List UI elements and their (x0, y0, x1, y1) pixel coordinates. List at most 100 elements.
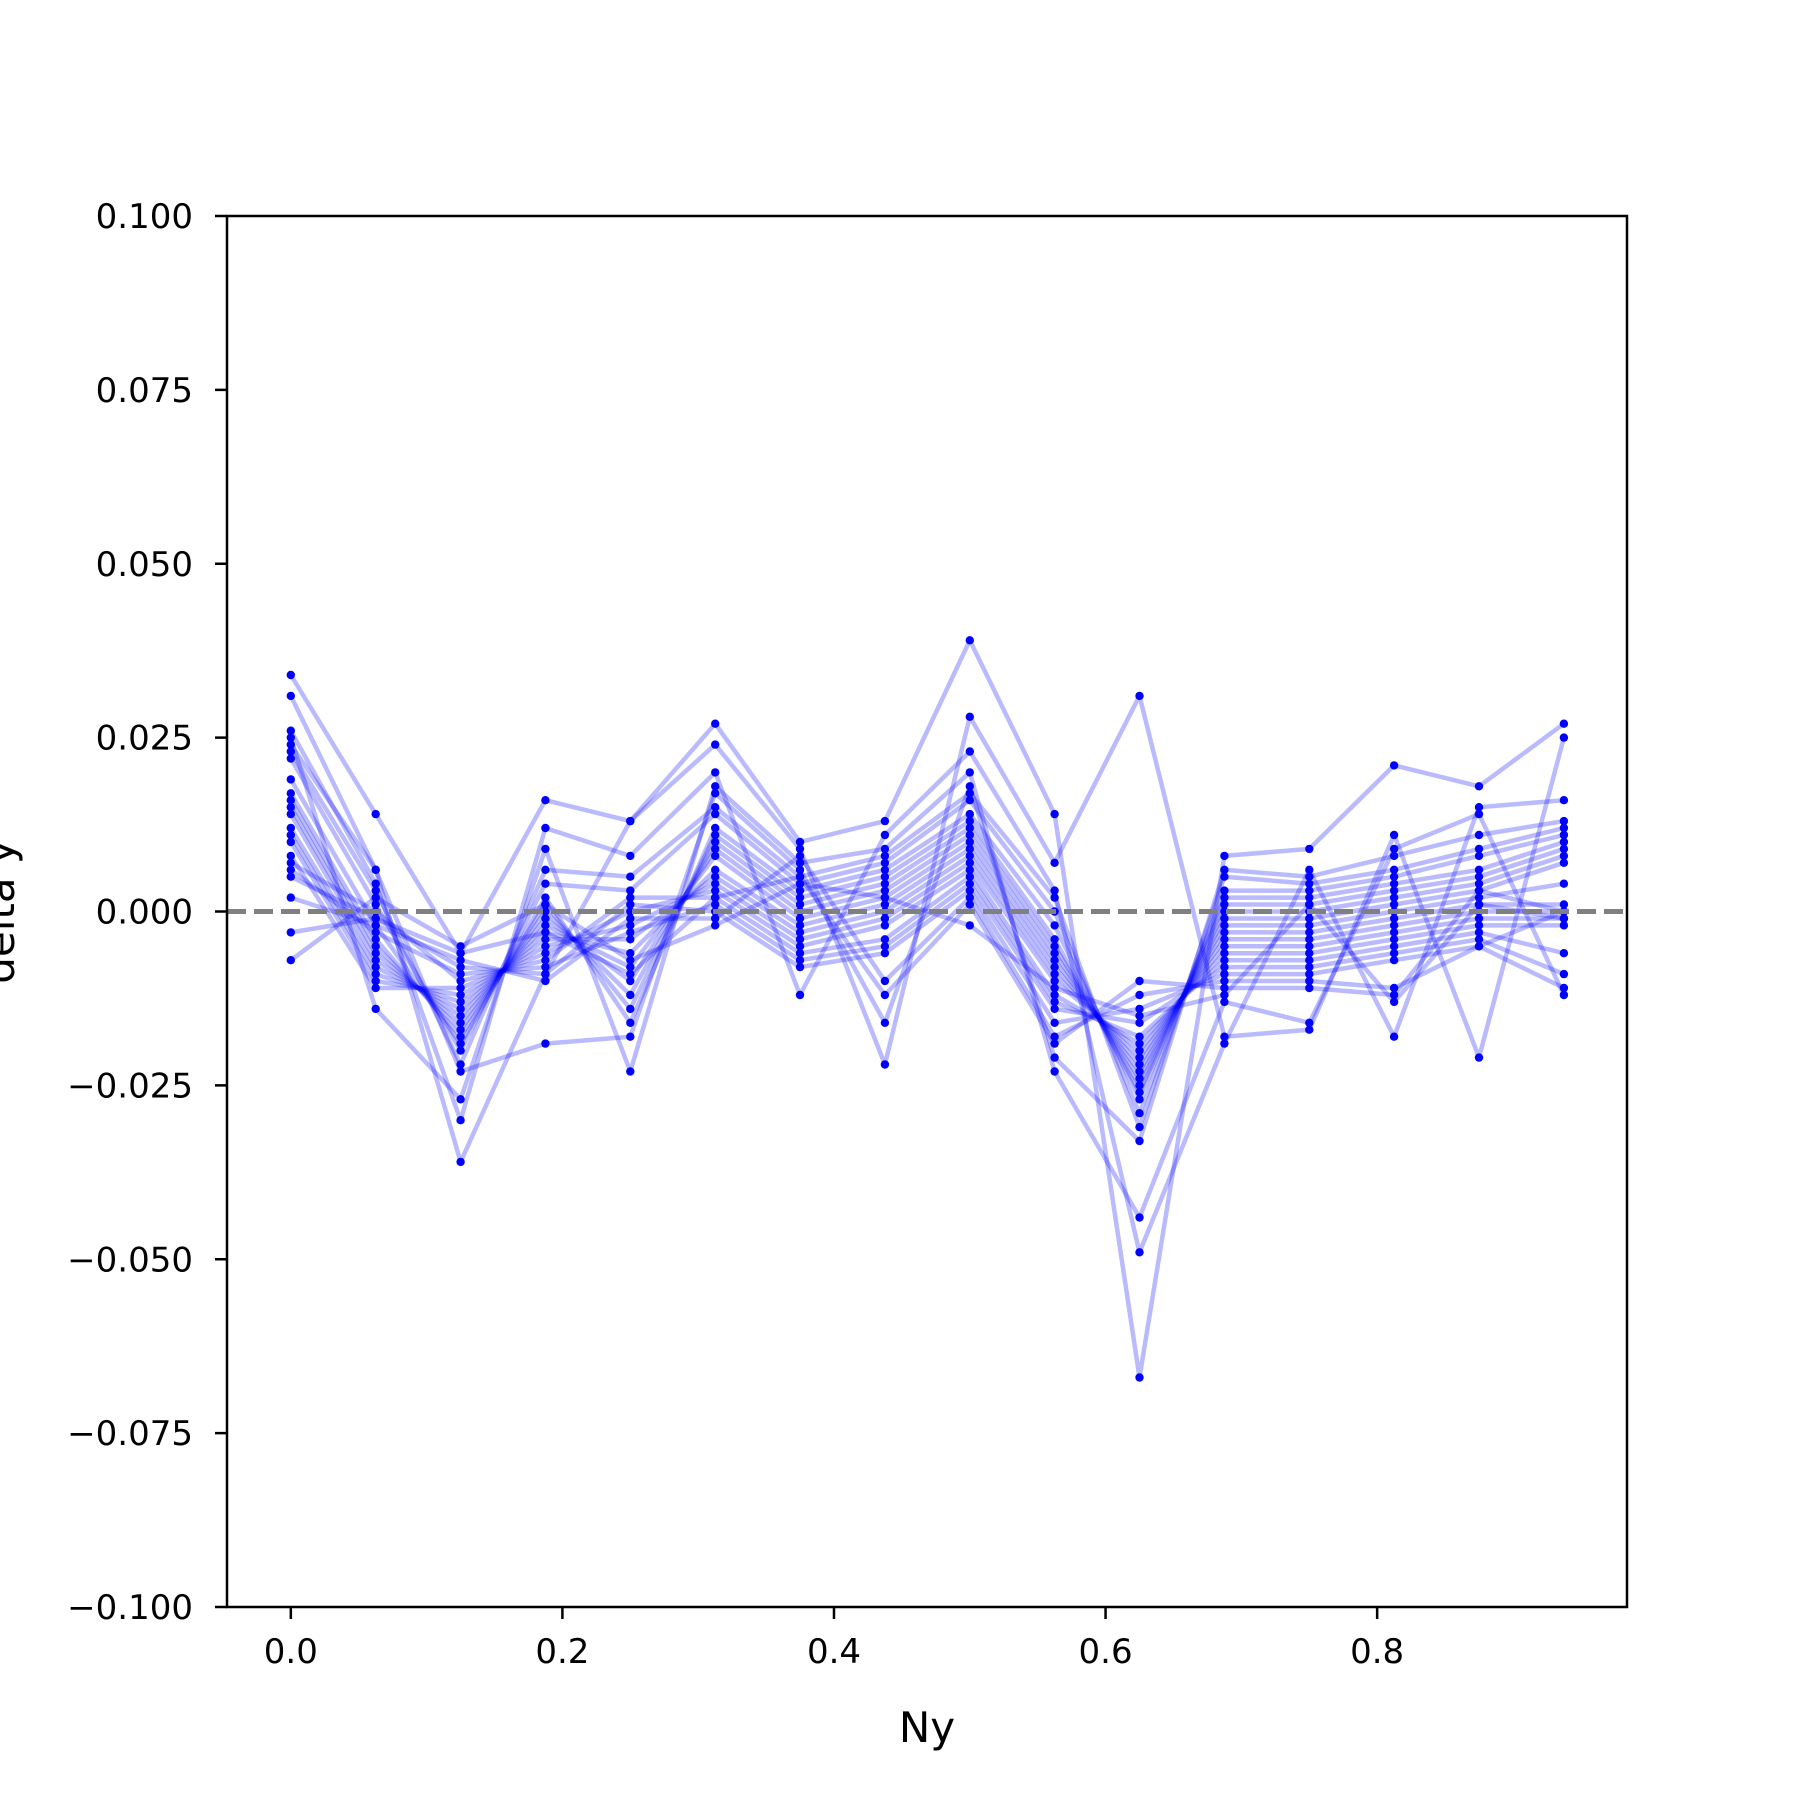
data-point (1559, 719, 1569, 728)
data-point (626, 921, 635, 930)
data-point (1305, 865, 1314, 874)
data-point (1559, 983, 1569, 993)
data-point (965, 893, 974, 902)
x-axis-title: Ny (899, 1703, 955, 1752)
y-tick-label: 0.000 (96, 893, 193, 933)
data-point (541, 900, 550, 909)
data-point (795, 900, 805, 909)
data-point (965, 900, 974, 909)
data-point (1220, 928, 1229, 937)
data-point (795, 935, 805, 944)
data-point (1220, 962, 1229, 972)
data-point (1474, 886, 1484, 895)
data-point (880, 900, 890, 909)
data-point (795, 942, 805, 951)
data-point (965, 809, 974, 819)
data-point (626, 851, 635, 861)
data-point (541, 942, 550, 951)
data-point (541, 962, 550, 972)
data-point (456, 1067, 465, 1076)
series-line-6 (288, 750, 1565, 1130)
data-point (626, 990, 635, 1000)
data-point (371, 962, 380, 972)
data-point (711, 844, 720, 854)
data-point (1305, 1025, 1314, 1034)
data-point (711, 719, 720, 728)
data-point (1389, 879, 1399, 888)
data-point (371, 983, 380, 993)
series-line-10 (288, 799, 1565, 1088)
data-point (1559, 879, 1569, 888)
data-point (795, 990, 805, 1000)
data-point (541, 844, 550, 854)
data-point (286, 830, 295, 840)
data-point (1474, 1053, 1484, 1062)
data-point (286, 837, 295, 847)
data-point (1050, 990, 1059, 1000)
data-point (1305, 914, 1314, 923)
data-point (1305, 893, 1314, 902)
data-point (711, 837, 720, 847)
data-point (711, 823, 720, 833)
data-point (795, 956, 805, 965)
y-tick-label: 0.025 (96, 719, 193, 759)
data-point (1474, 844, 1484, 854)
data-point (541, 865, 550, 874)
data-point (795, 962, 805, 972)
data-point (965, 782, 974, 791)
data-point (1305, 976, 1314, 986)
y-tick-label: 0.050 (96, 545, 193, 585)
data-point (541, 956, 550, 965)
data-point (541, 969, 550, 979)
data-point (880, 1018, 890, 1027)
data-point (795, 844, 805, 854)
series-line-5 (288, 743, 1565, 1144)
data-point (456, 956, 465, 965)
data-point (541, 879, 550, 888)
data-point (1135, 1248, 1144, 1257)
y-tick-label: −0.075 (67, 1414, 193, 1454)
data-point (965, 636, 974, 645)
data-point (880, 893, 890, 902)
data-point (1050, 921, 1059, 930)
data-point (1305, 942, 1314, 951)
data-point (1389, 935, 1399, 944)
data-point (1474, 830, 1484, 840)
data-point (1135, 1373, 1144, 1382)
data-point (880, 886, 890, 895)
data-point (1559, 858, 1569, 867)
data-point (1389, 956, 1399, 965)
data-point (371, 914, 380, 923)
data-point (965, 823, 974, 833)
data-point (1559, 851, 1569, 861)
data-point (880, 879, 890, 888)
data-point (541, 796, 550, 805)
data-point (1220, 976, 1229, 986)
data-point (626, 886, 635, 895)
data-point (626, 914, 635, 923)
data-point (1050, 893, 1059, 902)
data-point (626, 928, 635, 937)
data-point (880, 949, 890, 958)
data-point (1050, 886, 1059, 895)
data-point (456, 990, 465, 1000)
series-line-22 (289, 881, 1565, 1019)
data-point (456, 969, 465, 979)
data-point (965, 872, 974, 881)
data-point (1559, 816, 1569, 826)
data-point (1559, 733, 1569, 742)
data-point (541, 823, 550, 833)
data-point (1559, 949, 1569, 958)
data-point (1389, 893, 1399, 902)
data-point (286, 865, 295, 874)
data-point (795, 858, 805, 867)
data-point (1135, 1136, 1144, 1146)
x-axis: 0.0 0.2 0.4 0.6 0.8 (264, 1607, 1404, 1672)
data-point (1389, 1032, 1399, 1041)
data-point (1305, 969, 1314, 979)
data-point (371, 969, 380, 979)
data-point (711, 768, 720, 777)
y-tick-label: −0.050 (67, 1240, 193, 1280)
data-point (1474, 865, 1484, 874)
data-point (371, 879, 380, 888)
